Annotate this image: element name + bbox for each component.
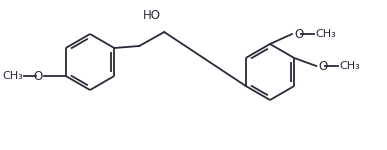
Text: CH₃: CH₃: [339, 61, 360, 71]
Text: CH₃: CH₃: [2, 71, 23, 81]
Text: CH₃: CH₃: [315, 29, 336, 39]
Text: O: O: [294, 27, 303, 40]
Text: O: O: [318, 60, 327, 72]
Text: O: O: [34, 69, 43, 82]
Text: HO: HO: [143, 9, 161, 22]
